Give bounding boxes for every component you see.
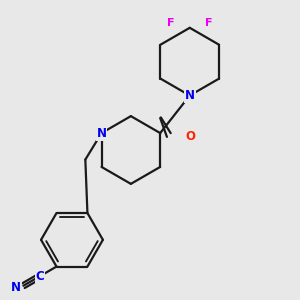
Text: N: N xyxy=(185,89,195,102)
Text: O: O xyxy=(186,130,196,143)
Text: C: C xyxy=(36,270,44,283)
Text: F: F xyxy=(205,17,213,28)
Text: N: N xyxy=(97,127,106,140)
Text: F: F xyxy=(167,17,174,28)
Text: N: N xyxy=(11,281,21,294)
